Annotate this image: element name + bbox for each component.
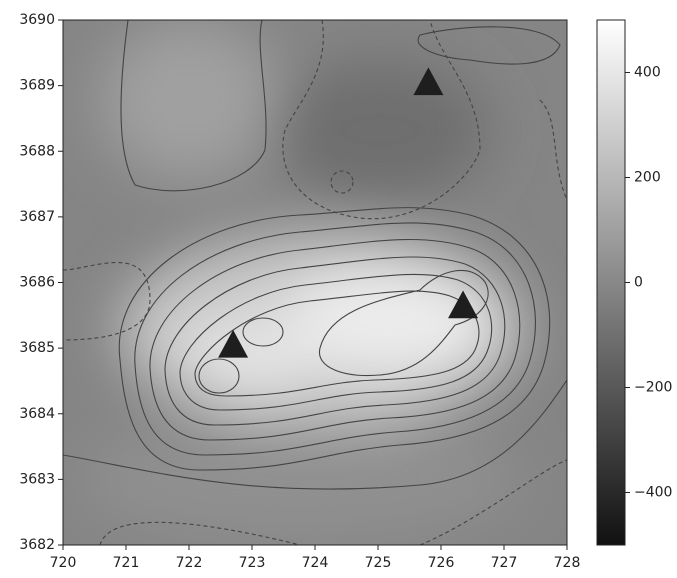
y-tick-label: 3684: [19, 406, 55, 422]
y-tick-label: 3683: [19, 471, 55, 487]
y-tick-label: 3689: [19, 78, 55, 94]
colorbar: [596, 19, 626, 546]
y-tick-label: 3688: [19, 143, 55, 159]
x-tick-label: 722: [176, 555, 203, 571]
y-tick-label: 3686: [19, 275, 55, 291]
marker: [218, 329, 249, 358]
contour-field: [63, 20, 567, 545]
contour-lines: [63, 20, 567, 545]
x-tick-label: 728: [554, 555, 581, 571]
y-tick-label: 3690: [19, 12, 55, 28]
colorbar-tick-label: 200: [634, 170, 661, 186]
x-tick-label: 723: [239, 555, 266, 571]
colorbar-tick-label: 400: [634, 65, 661, 81]
x-tick-label: 720: [50, 555, 77, 571]
marker: [413, 67, 444, 96]
y-tick-label: 3687: [19, 209, 55, 225]
y-tick-label: 3682: [19, 537, 55, 553]
x-tick-label: 725: [365, 555, 392, 571]
y-tick-label: 3685: [19, 340, 55, 356]
x-tick-label: 724: [302, 555, 329, 571]
x-tick-label: 721: [113, 555, 140, 571]
colorbar-tick-label: 0: [634, 275, 643, 291]
colorbar-tick-label: −200: [634, 380, 672, 396]
x-tick-label: 726: [428, 555, 455, 571]
marker: [448, 290, 479, 319]
x-tick-label: 727: [491, 555, 518, 571]
colorbar-tick-label: −400: [634, 485, 672, 501]
